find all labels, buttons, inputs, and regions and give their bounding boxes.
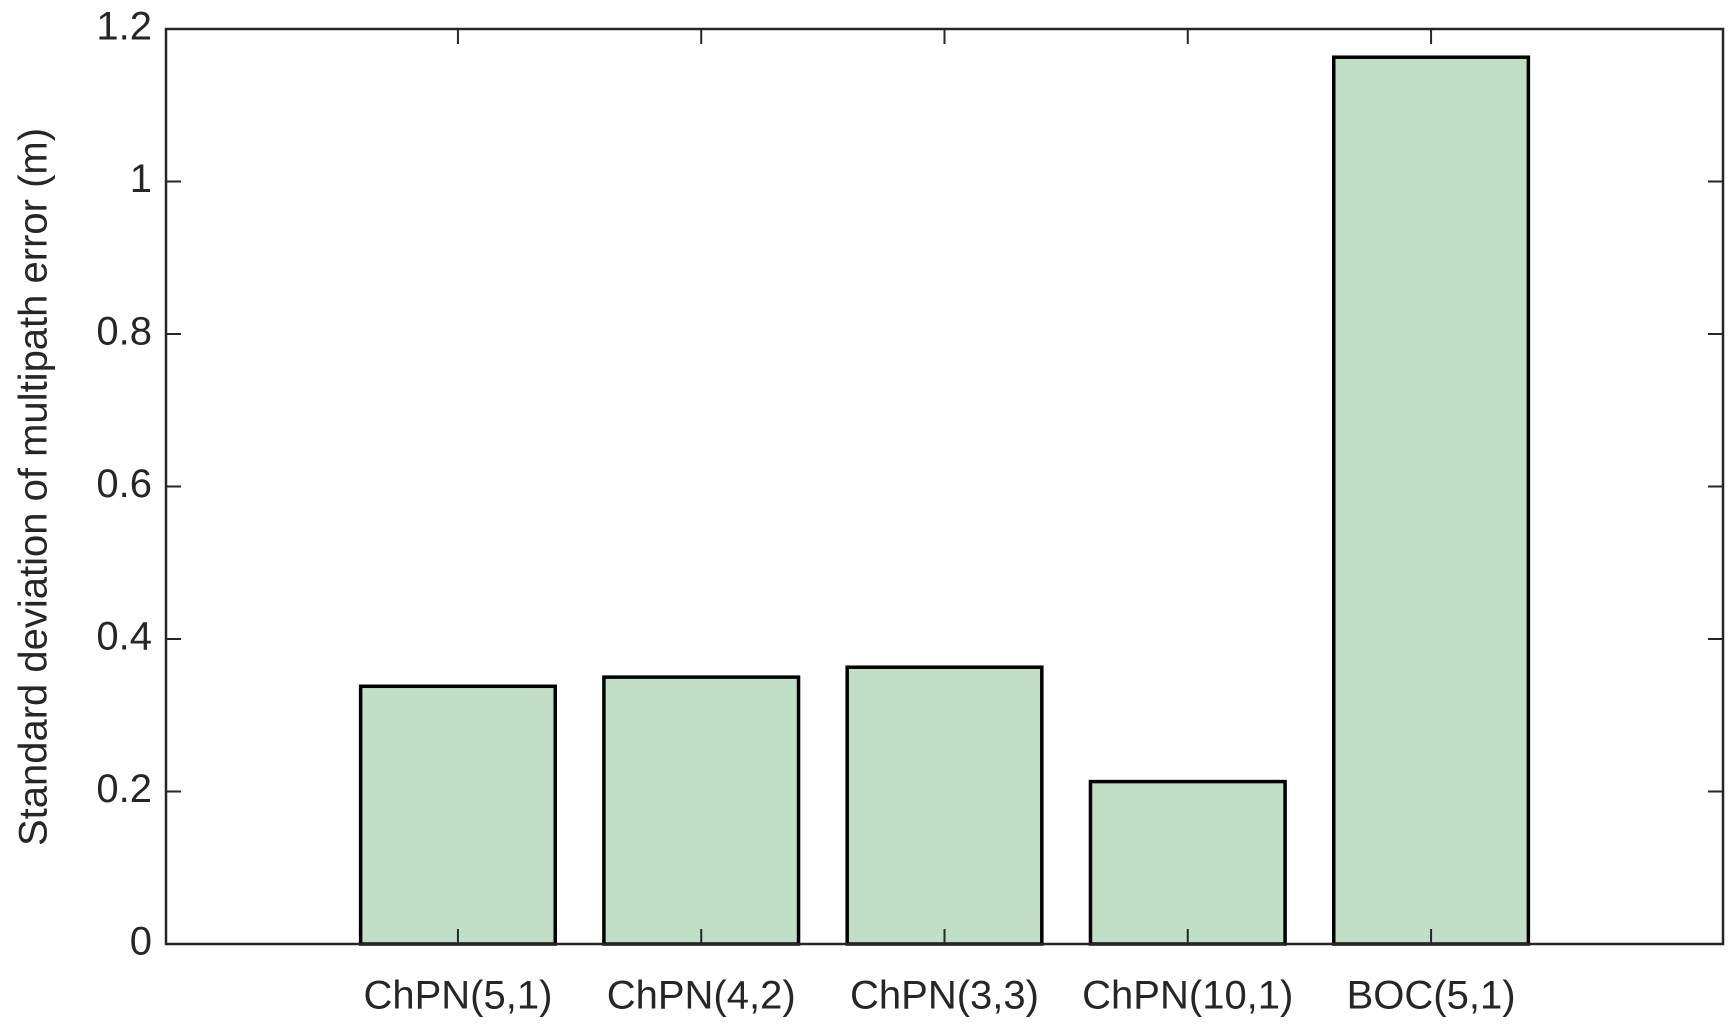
x-tick-label: ChPN(10,1)	[1082, 974, 1293, 1018]
x-tick-label: ChPN(3,3)	[850, 974, 1039, 1018]
y-tick-label: 1	[130, 157, 152, 201]
bar	[358, 684, 557, 946]
bar	[1332, 55, 1531, 946]
x-tick-label: BOC(5,1)	[1347, 974, 1516, 1018]
y-tick-label: 0.4	[96, 615, 152, 659]
bar	[1088, 779, 1287, 946]
x-tick-label: ChPN(5,1)	[363, 974, 552, 1018]
y-tick-label: 0.2	[96, 767, 152, 811]
bar	[602, 675, 801, 946]
y-tick-label: 0.8	[96, 310, 152, 354]
y-tick-label: 1.2	[96, 5, 152, 49]
x-tick-label: ChPN(4,2)	[607, 974, 796, 1018]
y-tick-label: 0.6	[96, 462, 152, 506]
plot-frame	[164, 27, 1725, 946]
y-axis-label: Standard deviation of multipath error (m…	[12, 128, 56, 846]
bar	[845, 665, 1044, 946]
y-tick-label: 0	[130, 920, 152, 964]
